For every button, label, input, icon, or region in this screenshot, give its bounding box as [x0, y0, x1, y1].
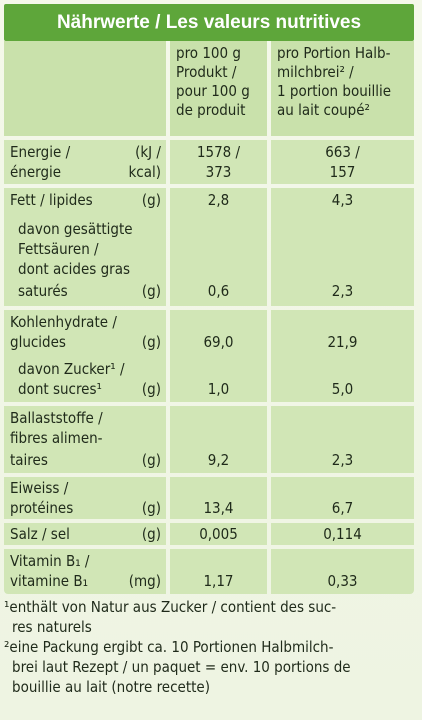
table-row-protein: Eiweiss / protéines (g) 13,4 6,7 — [4, 477, 414, 519]
value-per-portion: 4,3 — [331, 191, 354, 209]
value-per-portion: 0,114 — [323, 525, 362, 543]
row-unit: (g) — [141, 451, 161, 469]
header-per-portion: pro Portion Halb- milchbrei² / 1 portion… — [271, 41, 414, 136]
header-per-portion-line: pro Portion Halb- — [277, 44, 391, 62]
value-per-100g: 1,0 — [207, 380, 230, 398]
value-per-100g: 0,6 — [207, 282, 230, 300]
value-per-portion: 5,0 — [331, 380, 354, 398]
header-per-100g-line: de produit — [176, 101, 246, 119]
header-per-portion-line: 1 portion bouillie — [277, 82, 392, 100]
table-row-fibre: Ballaststoffe / fibres alimen- taires (g… — [4, 406, 414, 473]
column-header-row: pro 100 g Produkt / pour 100 g de produi… — [4, 41, 414, 136]
value-per-100g: 69,0 — [203, 333, 234, 351]
value-per-100g: 0,005 — [199, 525, 238, 543]
value-per-100g: 373 — [205, 163, 232, 181]
value-per-portion: 663 / — [325, 143, 360, 161]
row-sublabel: davon Zucker¹ / — [18, 360, 125, 378]
row-label: glucides — [10, 333, 66, 351]
value-per-100g: 1,17 — [203, 572, 234, 590]
row-unit: (mg) — [128, 572, 161, 590]
row-label: Eiweiss / — [10, 479, 69, 497]
table-row-fat: Fett / lipides (g) davon gesättigte Fett… — [4, 188, 414, 306]
header-per-100g: pro 100 g Produkt / pour 100 g de produi… — [170, 41, 267, 136]
row-label: taires — [10, 451, 48, 469]
table-row-vitamin-b1: Vitamin B₁ / vitamine B₁ (mg) 1,17 0,33 — [4, 549, 414, 594]
value-per-100g: 9,2 — [207, 451, 230, 469]
header-empty-cell — [4, 41, 166, 136]
row-unit: (g) — [141, 191, 161, 209]
row-label: Ballaststoffe / — [10, 409, 103, 427]
table-row-salt: Salz / sel (g) 0,005 0,114 — [4, 523, 414, 545]
row-unit: (kJ / — [135, 143, 161, 161]
header-per-100g-line: pour 100 g — [176, 82, 250, 100]
value-per-portion: 6,7 — [331, 499, 354, 517]
header-per-100g-line: Produkt / — [176, 63, 237, 81]
footnote-line: bouillie au lait (notre recette) — [12, 678, 210, 696]
header-per-portion-line: milchbrei² / — [277, 63, 354, 81]
header-per-portion-line: au lait coupé² — [277, 101, 370, 119]
value-per-portion: 157 — [329, 163, 356, 181]
row-unit: (g) — [141, 282, 161, 300]
value-per-100g: 13,4 — [203, 499, 234, 517]
row-label: Fett / lipides — [10, 191, 93, 209]
value-per-100g: 1578 / — [196, 143, 241, 161]
row-sublabel: dont acides gras — [18, 260, 130, 278]
table-row-energy: Energie / énergie (kJ / kcal) 1578 / 373… — [4, 140, 414, 184]
row-unit: kcal) — [128, 163, 161, 181]
row-label: Energie / — [10, 143, 71, 161]
footnote-line: brei laut Rezept / un paquet = env. 10 p… — [12, 658, 351, 676]
row-label: Kohlenhydrate / — [10, 313, 117, 331]
table-title: Nährwerte / Les valeurs nutritives — [4, 4, 414, 41]
value-per-portion: 0,33 — [327, 572, 358, 590]
footnote-line: res naturels — [12, 618, 92, 636]
value-per-portion: 2,3 — [331, 451, 354, 469]
footnote-line: ¹enthält von Natur aus Zucker / contient… — [4, 598, 337, 616]
value-per-portion: 21,9 — [327, 333, 358, 351]
table-row-carbohydrates: Kohlenhydrate / glucides (g) davon Zucke… — [4, 310, 414, 402]
row-unit: (g) — [141, 499, 161, 517]
header-per-100g-line: pro 100 g — [176, 44, 241, 62]
footnote-line: ²eine Packung ergibt ca. 10 Portionen Ha… — [4, 638, 334, 656]
value-per-portion: 2,3 — [331, 282, 354, 300]
row-unit: (g) — [141, 380, 161, 398]
footnotes: ¹enthält von Natur aus Zucker / contient… — [4, 597, 420, 697]
row-unit: (g) — [141, 525, 161, 543]
row-unit: (g) — [141, 333, 161, 351]
row-label: énergie — [10, 163, 62, 181]
row-sublabel: dont sucres¹ — [18, 380, 102, 398]
row-label: Vitamin B₁ / — [10, 552, 90, 570]
row-sublabel: Fettsäuren / — [18, 240, 99, 258]
row-label: fibres alimen- — [10, 429, 103, 447]
row-label: protéines — [10, 499, 74, 517]
row-label: Salz / sel — [10, 525, 70, 543]
row-label: vitamine B₁ — [10, 572, 88, 590]
row-sublabel: saturés — [18, 282, 68, 300]
row-sublabel: davon gesättigte — [18, 220, 133, 238]
value-per-100g: 2,8 — [207, 191, 230, 209]
